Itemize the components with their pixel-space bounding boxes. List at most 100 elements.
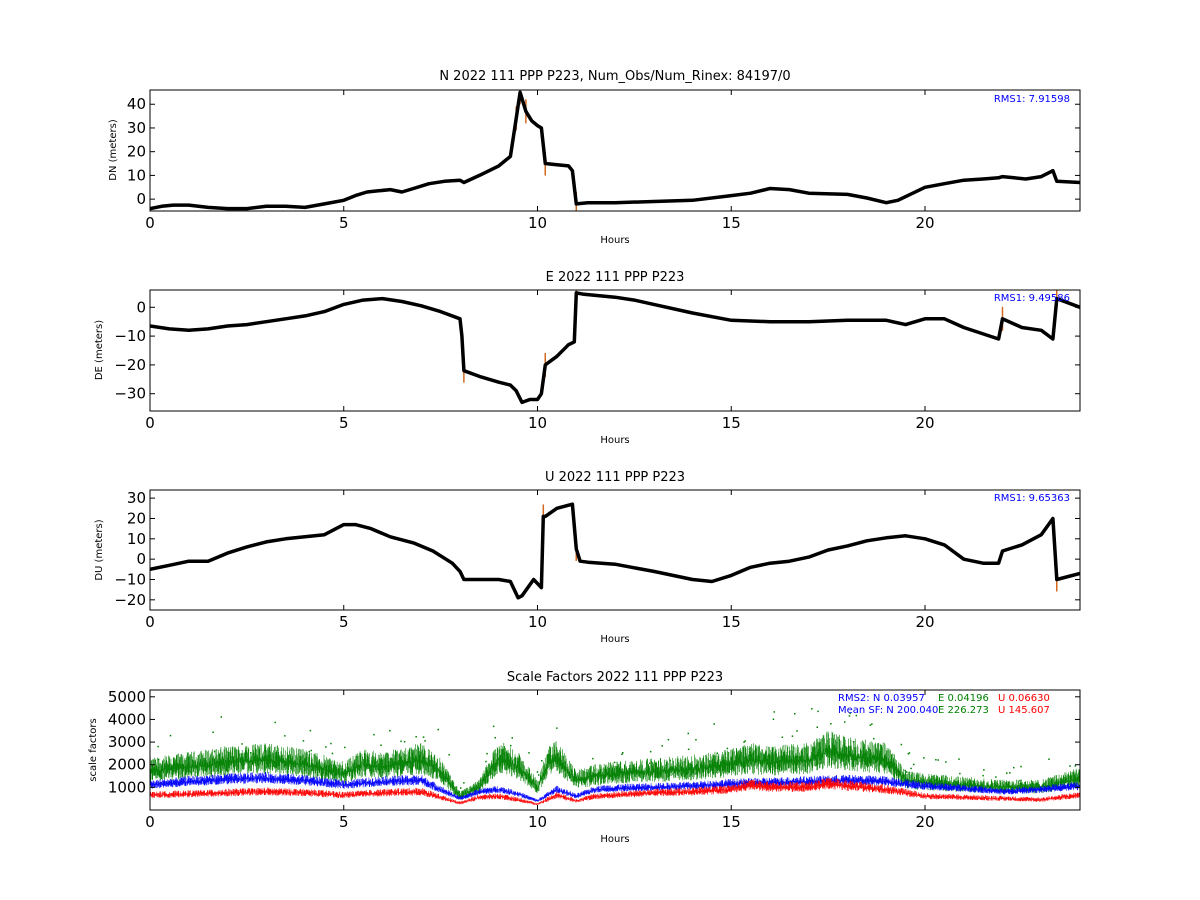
sf-outlier-dot <box>1013 766 1015 769</box>
sf-outlier-dot <box>649 750 652 753</box>
sf-outlier-dot <box>621 753 623 755</box>
sf-outlier-dot <box>157 745 159 748</box>
sf-outlier-dot <box>667 738 670 741</box>
sf-outlier-dot <box>811 708 813 710</box>
position-series <box>150 291 1080 405</box>
sf-outlier-dot <box>906 771 908 773</box>
y-tick-label: −30 <box>114 385 146 403</box>
sf-outlier-dot <box>649 762 651 764</box>
sf-outlier-dot <box>937 759 939 761</box>
sf-outlier-dot <box>781 736 784 738</box>
x-tick-label: 15 <box>722 214 741 232</box>
x-tick-label: 10 <box>528 414 547 432</box>
sf-outlier-dot <box>726 747 729 750</box>
panel-u-ylabel: DU (meters) <box>94 519 105 580</box>
sf-outlier-dot <box>310 749 312 752</box>
x-tick-label: 10 <box>528 214 547 232</box>
sf-outlier-dot <box>486 752 488 755</box>
sf-outlier-dot <box>844 721 846 723</box>
sf-outlier-dot <box>1006 772 1008 774</box>
sf-outlier-dot <box>284 735 286 737</box>
sf-outlier-dot <box>302 740 305 742</box>
y-tick-label: 0 <box>136 298 146 316</box>
y-tick-label: −10 <box>114 570 146 588</box>
sf-outlier-dot <box>873 737 875 740</box>
sf-outlier-dot <box>460 787 462 789</box>
panel-u: U 2022 111 PPP P223 0 5 10 15 20 −20 −10 0 10 20 3… <box>94 470 1081 645</box>
sf-outlier-dot <box>510 744 512 747</box>
x-tick-label: 20 <box>915 214 934 232</box>
y-tick-label: 20 <box>127 143 146 161</box>
panel-u-xlabel: Hours <box>600 634 629 645</box>
sf-outlier-dot <box>536 771 539 773</box>
sf-outlier-dot <box>1048 758 1050 760</box>
x-tick-label: 0 <box>145 613 155 631</box>
x-tick-label: 5 <box>339 613 349 631</box>
x-tick-label: 15 <box>722 414 741 432</box>
panel-sf-title: Scale Factors 2022 111 PPP P223 <box>507 670 723 685</box>
sf-outlier-dot <box>389 729 391 732</box>
sf-outlier-dot <box>982 774 984 777</box>
panel-n-plot: 0 5 10 15 20 0 10 20 30 40 <box>127 90 1080 232</box>
y-tick-label: 0 <box>136 550 146 568</box>
panel-e-xlabel: Hours <box>600 435 629 446</box>
sf-outlier-dot <box>796 730 798 732</box>
y-tick-label: −20 <box>114 591 146 609</box>
sf-outlier-dot <box>344 746 346 749</box>
sf-outlier-dot <box>995 776 997 778</box>
sf-outlier-dot <box>250 752 252 754</box>
panel-n-xlabel: Hours <box>600 235 629 246</box>
sf-outlier-dot <box>852 741 855 743</box>
position-series <box>150 90 1080 211</box>
y-tick-label: 10 <box>127 530 146 548</box>
sf-outlier-dot <box>400 740 402 743</box>
sf-outlier-dot <box>773 711 775 713</box>
sf-outlier-dot <box>492 725 495 728</box>
position-series <box>150 502 1080 600</box>
panel-n-axes-frame <box>149 89 1081 212</box>
sf-outlier-dot <box>169 734 172 737</box>
x-tick-label: 20 <box>915 613 934 631</box>
sf-outlier-dot <box>945 761 947 763</box>
sf-outlier-dot <box>274 721 276 724</box>
sf-outlier-dot <box>263 749 266 752</box>
y-tick-label: 30 <box>127 119 146 137</box>
sf-outlier-dot <box>415 736 417 738</box>
sf-outlier-dot <box>817 710 819 713</box>
sf-outlier-dot <box>613 761 616 764</box>
sf-outlier-dot <box>1009 772 1011 774</box>
sf-outlier-dot <box>1020 765 1022 768</box>
sf-outlier-dot <box>541 760 543 762</box>
sf-outlier-dot <box>716 752 718 754</box>
sf-outlier-dot <box>212 731 214 734</box>
x-tick-label: 0 <box>145 214 155 232</box>
sf-outlier-dot <box>511 737 513 739</box>
sf-outlier-dot <box>900 743 903 746</box>
sf-outlier-dot <box>241 743 243 745</box>
sf-outlier-dot <box>448 754 450 756</box>
plot-area <box>150 708 1080 805</box>
sf-outlier-dot <box>1074 765 1077 767</box>
sf-outlier-dot <box>855 714 858 717</box>
sf-outlier-dot <box>380 744 382 746</box>
panel-u-rms-label: RMS1: 9.65363 <box>994 493 1070 504</box>
plot-area <box>150 502 1080 600</box>
x-tick-label: 5 <box>339 214 349 232</box>
sf-outlier-dot <box>537 774 540 776</box>
panel-e-plot: 0 5 10 15 20 −30 −20 −10 0 <box>114 290 1080 432</box>
sf-outlier-dot <box>661 745 663 747</box>
sf-outlier-dot <box>556 727 558 729</box>
sf-outlier-dot <box>1019 779 1021 782</box>
sf-outlier-dot <box>403 741 406 743</box>
sf-outlier-dot <box>908 752 911 754</box>
panel-u-title: U 2022 111 PPP P223 <box>545 470 685 485</box>
plot-area <box>150 290 1080 405</box>
sf-outlier-dot <box>331 752 334 755</box>
sf-series-e <box>150 708 1080 800</box>
x-tick-label: 10 <box>528 613 547 631</box>
sf-outlier-dot <box>1069 765 1071 767</box>
sf-outlier-dot <box>869 724 872 726</box>
panel-n-rms-label: RMS1: 7.91598 <box>994 94 1070 105</box>
